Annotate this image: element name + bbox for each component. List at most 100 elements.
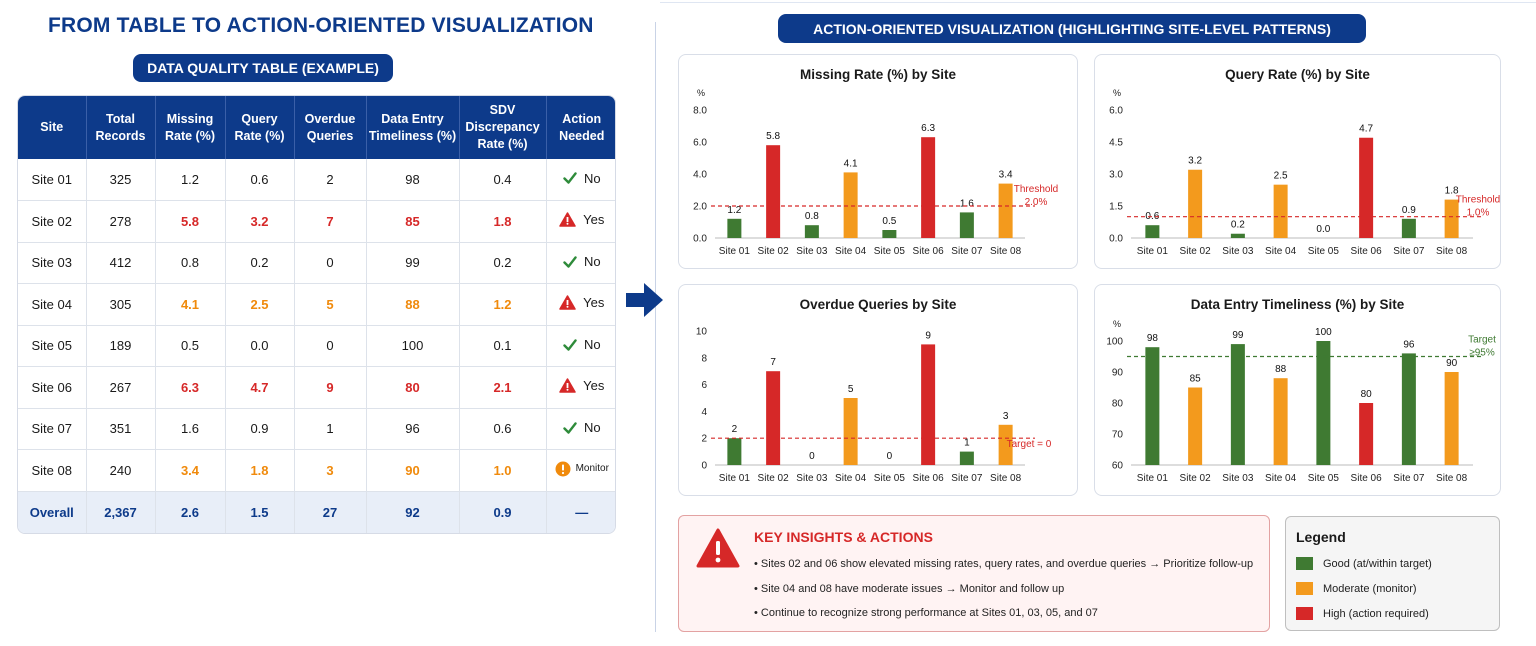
chart-missing-rate: Missing Rate (%) by Site % 0.0 2.0 4.0 6.0 8.… bbox=[678, 54, 1078, 269]
check-icon bbox=[563, 338, 577, 351]
table-row-overall: Overall 2,367 2.6 1.5 27 92 0.9— bbox=[18, 491, 615, 533]
cell-query: 2.5 bbox=[225, 283, 295, 326]
x-tick-label: Site 05 bbox=[1308, 246, 1340, 257]
x-tick-label: Site 05 bbox=[874, 246, 906, 257]
bar-site-07 bbox=[1401, 353, 1416, 465]
cell-timeliness: 96 bbox=[366, 408, 460, 450]
cell-total: 267 bbox=[86, 366, 156, 409]
column-header: Query Rate (%) bbox=[225, 96, 295, 159]
y-tick-label: 1.5 bbox=[1109, 202, 1123, 213]
column-header-text: Records bbox=[95, 128, 146, 143]
reference-line-label: 1.0% bbox=[1467, 208, 1490, 219]
action-label: Yes bbox=[583, 295, 605, 311]
bar-site-08 bbox=[1444, 372, 1459, 465]
reference-line-label: Threshold bbox=[1014, 184, 1058, 195]
cell-sdv: 1.2 bbox=[459, 283, 547, 326]
x-tick-label: Site 02 bbox=[1180, 473, 1212, 484]
legend-swatch bbox=[1296, 582, 1313, 595]
cell-overdue: 27 bbox=[294, 491, 367, 533]
x-tick-label: Site 01 bbox=[719, 473, 751, 484]
cell-action: Yes bbox=[546, 283, 615, 326]
check-icon bbox=[563, 255, 577, 268]
cell-overdue: 7 bbox=[294, 200, 367, 243]
y-tick-label: 4.0 bbox=[693, 170, 707, 181]
data-label: 3.2 bbox=[1188, 156, 1202, 167]
cell-sdv: 1.0 bbox=[459, 449, 547, 492]
table-header-row: Site Total Records Missing Rate (%) Query Rate… bbox=[18, 96, 615, 159]
x-tick-label: Site 06 bbox=[913, 473, 945, 484]
action-label: No bbox=[583, 337, 601, 352]
data-label: 80 bbox=[1361, 389, 1373, 400]
bar-site-08 bbox=[1444, 199, 1459, 238]
legend-label: High (action required) bbox=[1323, 607, 1429, 620]
cell-total: 189 bbox=[86, 325, 156, 367]
bar-site-06 bbox=[921, 137, 936, 238]
bar-site-04 bbox=[1273, 378, 1288, 465]
bar-site-07 bbox=[959, 212, 974, 238]
cell-overdue: 5 bbox=[294, 283, 367, 326]
table-row: Site 06 267 6.3 4.7 9 80 2.1 Yes bbox=[18, 366, 615, 409]
action-label: Yes bbox=[583, 212, 605, 228]
chart-title: Query Rate (%) by Site bbox=[1225, 67, 1370, 82]
cell-missing: 2.6 bbox=[155, 491, 226, 533]
chart-overdue-queries: Overdue Queries by Site 0 2 4 6 8 10 2 Site 01 7… bbox=[678, 284, 1078, 496]
cell-site: Site 02 bbox=[18, 200, 87, 243]
warning-icon bbox=[559, 295, 576, 310]
x-tick-label: Site 06 bbox=[1351, 246, 1383, 257]
data-label: 3 bbox=[1003, 411, 1009, 422]
x-tick-label: Site 04 bbox=[1265, 473, 1297, 484]
column-header-text: SDV bbox=[489, 103, 516, 118]
x-tick-label: Site 07 bbox=[1393, 246, 1425, 257]
data-label: 1.2 bbox=[727, 205, 741, 216]
warning-icon bbox=[559, 212, 576, 227]
cell-timeliness: 80 bbox=[366, 366, 460, 409]
cell-query: 3.2 bbox=[225, 200, 295, 243]
y-tick-label: 70 bbox=[1112, 430, 1124, 441]
bar-site-01 bbox=[727, 438, 742, 465]
arrow-right-icon bbox=[626, 283, 663, 317]
x-tick-label: Site 02 bbox=[1180, 246, 1212, 257]
cell-timeliness: 100 bbox=[366, 325, 460, 367]
legend-title: Legend bbox=[1296, 529, 1346, 545]
cell-missing: 0.5 bbox=[155, 325, 226, 367]
insight-item: Sites 02 and 06 show elevated missing ra… bbox=[754, 558, 1253, 583]
bar-site-08 bbox=[998, 424, 1013, 465]
cell-query: 0.2 bbox=[225, 242, 295, 284]
y-tick-label: 4 bbox=[701, 407, 707, 418]
cell-action: — bbox=[546, 491, 615, 533]
top-rule bbox=[660, 2, 1536, 3]
y-tick-label: 90 bbox=[1112, 368, 1124, 379]
chart-title: Missing Rate (%) by Site bbox=[799, 67, 957, 82]
column-header: Action Needed bbox=[546, 96, 615, 159]
data-label: 2 bbox=[732, 424, 738, 435]
column-header-text: Rate (%) bbox=[164, 128, 215, 143]
bar-site-04 bbox=[1273, 184, 1288, 238]
check-icon bbox=[563, 421, 577, 434]
cell-site: Site 04 bbox=[18, 283, 87, 326]
data-label: 90 bbox=[1446, 358, 1458, 369]
cell-timeliness: 85 bbox=[366, 200, 460, 243]
data-label: 2.5 bbox=[1274, 171, 1288, 182]
data-label: 100 bbox=[1315, 327, 1332, 338]
insights-title: KEY INSIGHTS & ACTIONS bbox=[754, 529, 933, 545]
bar-site-02 bbox=[766, 371, 781, 465]
bar-site-06 bbox=[1359, 137, 1374, 238]
chart-query-rate: Query Rate (%) by Site % 0.0 1.5 3.0 4.5 6.0 0… bbox=[1094, 54, 1501, 269]
y-tick-label: 80 bbox=[1112, 399, 1124, 410]
column-header-text: Query bbox=[241, 111, 278, 126]
reference-line-label: Target bbox=[1468, 335, 1496, 346]
cell-site: Site 06 bbox=[18, 366, 87, 409]
cell-action: Monitor bbox=[546, 449, 615, 492]
x-tick-label: Site 08 bbox=[1436, 473, 1468, 484]
column-header: Missing Rate (%) bbox=[155, 96, 226, 159]
y-tick-label: 60 bbox=[1112, 461, 1124, 472]
data-label: 0.9 bbox=[1402, 205, 1416, 216]
column-header: Total Records bbox=[86, 96, 156, 159]
y-axis-label: % bbox=[1113, 319, 1121, 329]
column-header-text: Timeliness (%) bbox=[368, 128, 457, 143]
y-tick-label: 2 bbox=[701, 434, 707, 445]
cell-total: 351 bbox=[86, 408, 156, 450]
data-label: 0 bbox=[887, 451, 893, 462]
data-label: 85 bbox=[1190, 374, 1202, 385]
column-header: Site bbox=[18, 96, 87, 159]
